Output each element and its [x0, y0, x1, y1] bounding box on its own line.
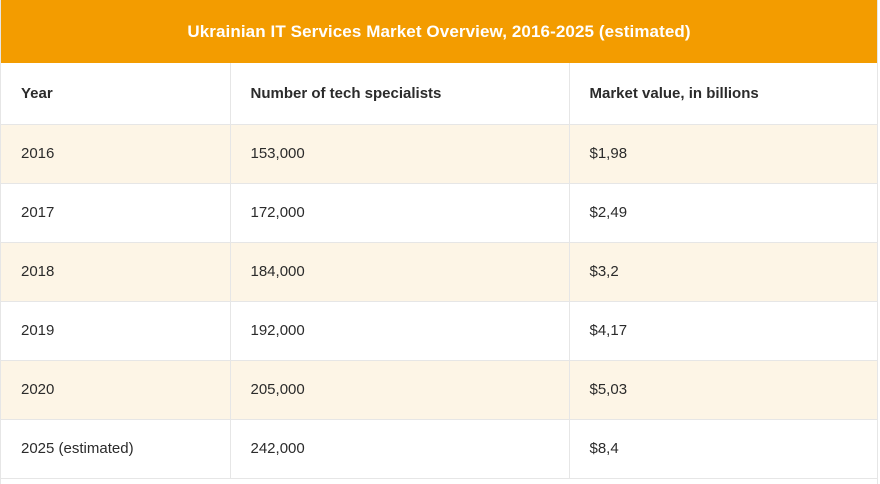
column-header-specialists: Number of tech specialists — [230, 63, 570, 125]
cell-year: 2018 — [1, 242, 231, 302]
cell-year: 2019 — [1, 301, 231, 361]
table-row: 2018 184,000 $3,2 — [1, 242, 877, 302]
cell-market-value: $4,17 — [569, 301, 877, 361]
market-table: Year Number of tech specialists Market v… — [1, 63, 877, 479]
table-title: Ukrainian IT Services Market Overview, 2… — [1, 0, 877, 63]
cell-year: 2016 — [1, 124, 231, 184]
table-row: 2025 (estimated) 242,000 $8,4 — [1, 419, 877, 479]
cell-specialists: 153,000 — [230, 124, 570, 184]
cell-specialists: 205,000 — [230, 360, 570, 420]
cell-market-value: $8,4 — [569, 419, 877, 479]
cell-specialists: 172,000 — [230, 183, 570, 243]
cell-year: 2025 (estimated) — [1, 419, 231, 479]
cell-specialists: 192,000 — [230, 301, 570, 361]
table-header-row: Year Number of tech specialists Market v… — [1, 63, 877, 125]
cell-market-value: $3,2 — [569, 242, 877, 302]
cell-specialists: 242,000 — [230, 419, 570, 479]
table-row: 2016 153,000 $1,98 — [1, 124, 877, 184]
cell-year: 2017 — [1, 183, 231, 243]
column-header-market-value: Market value, in billions — [569, 63, 877, 125]
cell-market-value: $5,03 — [569, 360, 877, 420]
cell-market-value: $1,98 — [569, 124, 877, 184]
cell-market-value: $2,49 — [569, 183, 877, 243]
table-row: 2017 172,000 $2,49 — [1, 183, 877, 243]
column-header-year: Year — [1, 63, 231, 125]
cell-year: 2020 — [1, 360, 231, 420]
table-row: 2019 192,000 $4,17 — [1, 301, 877, 361]
table-row: 2020 205,000 $5,03 — [1, 360, 877, 420]
cell-specialists: 184,000 — [230, 242, 570, 302]
